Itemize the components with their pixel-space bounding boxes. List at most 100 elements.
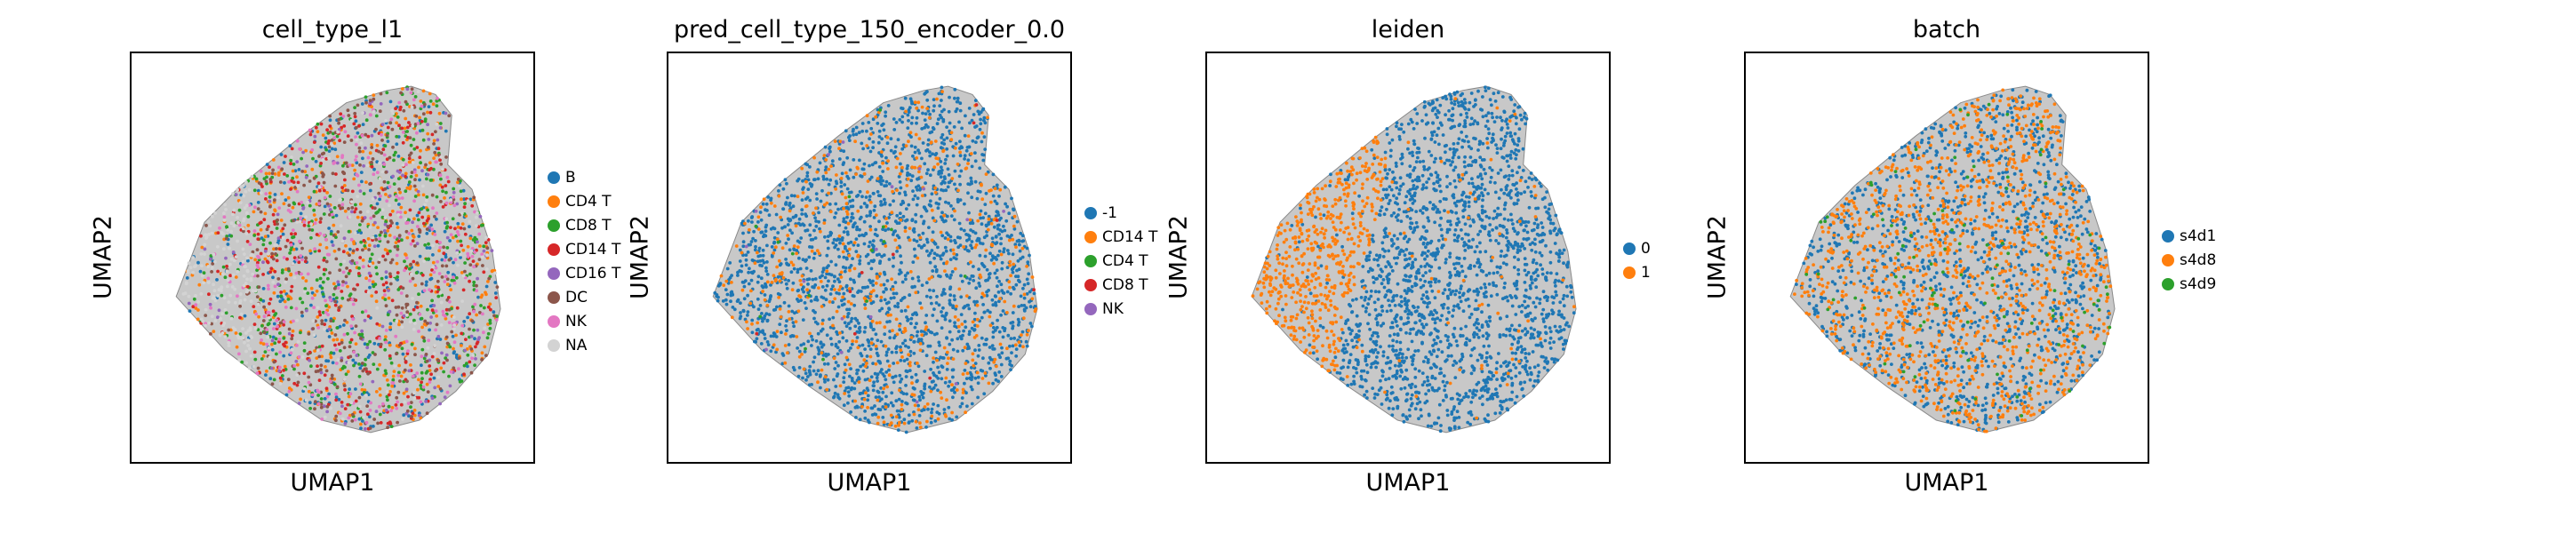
cell-point xyxy=(361,123,365,126)
cell-point xyxy=(245,277,249,282)
cell-point xyxy=(804,266,809,270)
point-group-cd14-t xyxy=(191,102,499,431)
cell-point xyxy=(367,248,371,251)
cell-point xyxy=(916,108,920,113)
cell-point xyxy=(912,339,916,344)
cell-point xyxy=(956,188,960,193)
cell-point xyxy=(997,330,1002,334)
cell-point xyxy=(468,197,473,202)
cell-point xyxy=(758,211,763,214)
cell-point xyxy=(295,373,300,377)
cell-point xyxy=(976,395,980,400)
cell-point xyxy=(1028,305,1033,309)
cell-point xyxy=(363,318,367,322)
cell-point xyxy=(302,348,307,353)
cell-point xyxy=(842,219,845,224)
cell-point xyxy=(824,352,828,356)
cell-point xyxy=(1018,344,1022,347)
cell-point xyxy=(300,200,303,204)
cell-point xyxy=(407,156,412,161)
cell-point xyxy=(313,293,316,297)
cell-point xyxy=(951,347,956,352)
cell-point xyxy=(206,276,211,281)
cell-point xyxy=(900,169,904,173)
cell-point xyxy=(420,370,424,375)
cell-point xyxy=(208,302,212,306)
cell-point xyxy=(420,380,423,385)
cell-point xyxy=(290,232,293,236)
cell-point xyxy=(431,253,435,257)
cell-point xyxy=(420,354,424,359)
cell-point xyxy=(360,133,364,138)
cell-point xyxy=(848,199,852,203)
cell-point xyxy=(239,312,244,316)
cell-point xyxy=(188,309,192,313)
cell-point xyxy=(894,346,898,350)
cell-point xyxy=(970,118,974,123)
cell-point xyxy=(208,224,212,228)
cell-point xyxy=(874,395,878,399)
cell-point xyxy=(432,304,436,307)
cell-point xyxy=(396,177,401,181)
cell-point xyxy=(462,320,467,323)
cell-point xyxy=(834,179,838,184)
cell-point xyxy=(792,247,796,251)
cell-point xyxy=(1014,282,1019,287)
cell-point xyxy=(404,211,407,215)
cell-point xyxy=(820,285,825,289)
cell-point xyxy=(349,338,354,342)
cell-point xyxy=(388,194,392,198)
cell-point xyxy=(319,363,324,368)
cell-point xyxy=(941,306,945,310)
cell-point xyxy=(909,121,914,125)
cell-point xyxy=(271,309,276,314)
cell-point xyxy=(987,361,991,365)
cell-point xyxy=(760,264,764,267)
cell-point xyxy=(827,182,831,187)
cell-point xyxy=(884,394,888,399)
cell-point xyxy=(868,227,873,232)
cell-point xyxy=(438,126,443,130)
cell-point xyxy=(918,342,923,346)
cell-point xyxy=(452,187,456,191)
cell-point xyxy=(807,383,812,387)
cell-point xyxy=(351,249,356,253)
cell-point xyxy=(309,235,313,240)
cell-point xyxy=(888,330,892,333)
cell-point xyxy=(946,167,950,171)
cell-point xyxy=(330,143,334,147)
cell-point xyxy=(375,306,380,310)
cell-point xyxy=(355,142,358,147)
cell-point xyxy=(846,233,850,236)
cell-point xyxy=(818,161,822,165)
cell-point xyxy=(436,138,440,142)
cell-point xyxy=(920,283,924,287)
cell-point xyxy=(321,280,325,284)
cell-point xyxy=(444,316,448,321)
cell-point xyxy=(228,262,232,266)
cell-point xyxy=(433,344,436,348)
cell-point xyxy=(300,272,303,276)
cell-point xyxy=(466,199,470,203)
cell-point xyxy=(259,331,263,336)
cell-point xyxy=(875,321,879,325)
cell-point xyxy=(316,315,320,319)
cell-point xyxy=(452,197,456,202)
cell-point xyxy=(312,189,316,194)
cell-point xyxy=(924,354,929,358)
cell-point xyxy=(430,193,435,197)
plot-area xyxy=(667,52,1072,464)
cell-point xyxy=(341,270,346,274)
cell-point xyxy=(990,344,995,347)
cell-point xyxy=(958,154,963,158)
cell-point xyxy=(813,216,817,220)
cell-point xyxy=(386,426,389,430)
cell-point xyxy=(332,286,337,290)
cell-point xyxy=(1000,260,1004,265)
cell-point xyxy=(834,263,838,267)
cell-point xyxy=(876,398,880,402)
cell-point xyxy=(338,139,341,143)
cell-point xyxy=(330,240,334,244)
cell-point xyxy=(953,266,957,271)
